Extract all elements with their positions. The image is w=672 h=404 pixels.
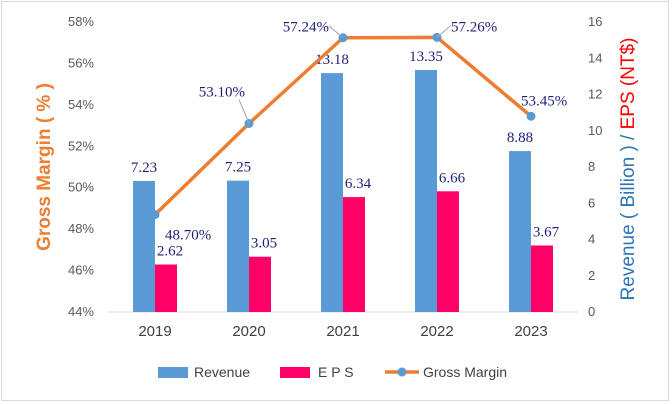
- right-axis-tick-label: 2: [588, 268, 595, 283]
- eps-bar: [531, 245, 553, 312]
- eps-bar: [249, 256, 271, 312]
- revenue-data-label: 13.35: [409, 49, 443, 65]
- gross-margin-data-label: 48.70%: [165, 228, 211, 244]
- right-axis-tick-label: 8: [588, 159, 595, 174]
- gross-margin-point: [150, 210, 160, 220]
- eps-data-label: 3.67: [533, 224, 560, 240]
- eps-data-label: 6.34: [345, 176, 372, 192]
- right-axis-tick-label: 6: [588, 195, 595, 210]
- revenue-data-label: 7.25: [225, 160, 251, 176]
- left-axis-tick-label: 56%: [68, 55, 94, 70]
- left-axis-tick-label: 50%: [68, 180, 94, 195]
- legend-eps-swatch: [280, 367, 310, 378]
- legend-revenue-swatch: [158, 367, 188, 378]
- revenue-data-label: 8.88: [507, 130, 533, 146]
- right-axis-title: Revenue ( Billion ) / EPS (NT$): [618, 38, 639, 301]
- gross-margin-point: [526, 111, 536, 121]
- left-axis-tick-label: 58%: [68, 14, 94, 29]
- left-axis-tick-label: 54%: [68, 97, 94, 112]
- eps-data-label: 6.66: [439, 170, 466, 186]
- eps-data-label: 3.05: [251, 236, 277, 252]
- x-axis-tick-label: 2020: [232, 323, 265, 340]
- left-axis-title: Gross Margin ( % ): [34, 83, 55, 251]
- left-axis-tick-label: 52%: [68, 138, 94, 153]
- x-axis-tick-label: 2021: [326, 323, 359, 340]
- gross-margin-leader-line: [328, 25, 344, 39]
- gross-margin-leader-line: [238, 99, 250, 124]
- legend-revenue-label: Revenue: [194, 364, 250, 380]
- gross-margin-leader-line: [436, 24, 452, 38]
- eps-bar: [155, 264, 177, 312]
- legend-eps-label: E P S: [318, 364, 354, 380]
- right-axis-tick-label: 0: [588, 304, 595, 319]
- gross-margin-data-label: 53.10%: [199, 85, 245, 101]
- legend-gross-margin-label: Gross Margin: [423, 364, 507, 380]
- revenue-bar: [509, 151, 531, 312]
- x-axis-tick-label: 2019: [138, 323, 171, 340]
- x-axis-tick-label: 2022: [420, 323, 453, 340]
- left-axis-tick-label: 48%: [68, 221, 94, 236]
- revenue-data-label: 7.23: [131, 160, 157, 176]
- right-axis-tick-label: 10: [588, 123, 602, 138]
- revenue-bar: [133, 180, 155, 312]
- right-axis-tick-label: 16: [588, 14, 602, 29]
- right-axis-title-eps: EPS (NT$): [618, 38, 639, 130]
- gross-margin-data-label: 57.26%: [451, 19, 497, 35]
- eps-bar: [437, 191, 459, 312]
- right-axis-tick-label: 12: [588, 87, 602, 102]
- revenue-bar: [227, 180, 249, 312]
- gross-margin-data-label: 53.45%: [521, 93, 567, 109]
- revenue-bar: [321, 73, 343, 312]
- left-axis-tick-label: 46%: [68, 263, 94, 278]
- gross-margin-data-label: 57.24%: [283, 20, 329, 36]
- revenue-bar: [415, 70, 437, 312]
- x-axis-tick-label: 2023: [514, 323, 547, 340]
- right-axis-tick-label: 14: [588, 50, 602, 65]
- eps-data-label: 2.62: [157, 244, 183, 260]
- left-axis-tick-label: 44%: [68, 304, 94, 319]
- legend-gross-margin-marker: [397, 367, 407, 377]
- right-axis-tick-label: 4: [588, 232, 595, 247]
- eps-bar: [343, 197, 365, 312]
- right-axis-title-revenue: Revenue ( Billion ) /: [618, 129, 639, 300]
